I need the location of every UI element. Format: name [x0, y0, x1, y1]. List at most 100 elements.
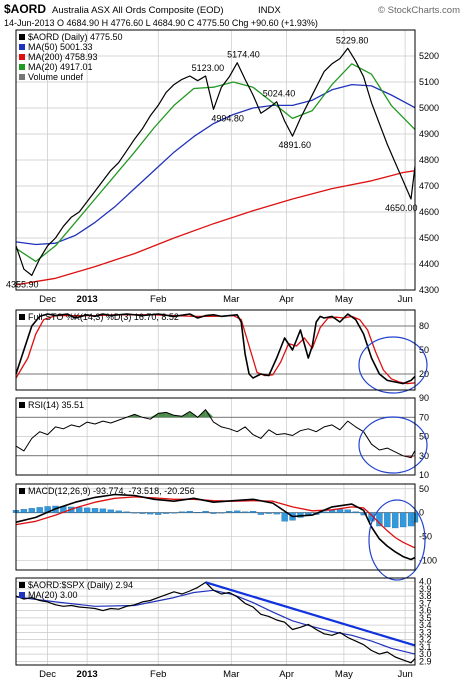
ratio-ma-line — [15, 589, 416, 655]
sto-ytick-label: 50 — [419, 345, 429, 355]
macd-histogram-bar — [115, 510, 122, 513]
ratio-ytick-label: 2.9 — [419, 656, 432, 666]
price-frame — [15, 29, 416, 291]
price-line — [15, 47, 416, 276]
price-annotation: 5123.00 — [192, 63, 225, 73]
x-axis-label: Feb — [150, 669, 166, 680]
sto-frame — [15, 309, 416, 391]
x-axis-label: Mar — [223, 294, 239, 305]
macd-legend-swatch-0 — [19, 488, 25, 494]
ratio-ytick-label: 3.1 — [419, 642, 432, 652]
sto-legend-swatch-0 — [19, 314, 25, 320]
macd-histogram-bar — [392, 512, 399, 529]
macd-histogram-bar — [273, 512, 280, 515]
price-ytick-label: 4900 — [419, 129, 439, 139]
price-ytick-label: 4500 — [419, 233, 439, 243]
ratio-legend-swatch-0 — [19, 582, 25, 588]
macd-histogram-bar — [131, 512, 138, 514]
x-axis-label: 2013 — [77, 669, 98, 680]
index-name: Australia ASX All Ords Composite (EOD) — [52, 5, 224, 16]
price-ytick-label: 4700 — [419, 181, 439, 191]
macd-histogram-bar — [234, 510, 241, 513]
macd-histogram-bar — [360, 512, 367, 516]
sto-ytick-label: 20 — [419, 369, 429, 379]
ratio-ytick-label: 4.0 — [419, 577, 432, 587]
x-axis-label: Apr — [279, 294, 294, 305]
price-annotation: 4355.90 — [6, 279, 39, 289]
watermark: © StockCharts.com — [378, 5, 460, 16]
price-ytick-label: 4300 — [419, 285, 439, 295]
macd-ytick-label: 0 — [419, 508, 424, 518]
price-ytick-label: 4400 — [419, 259, 439, 269]
rsi-ytick-label: 90 — [419, 393, 429, 403]
macd-histogram-bar — [20, 509, 28, 513]
macd-histogram-bar — [399, 512, 407, 528]
price-legend-swatch-4 — [19, 74, 25, 80]
macd-histogram-bar — [147, 512, 154, 515]
price-annotation: 5174.40 — [227, 50, 260, 60]
macd-histogram-bar — [139, 512, 146, 514]
macd-highlight-circle — [368, 499, 426, 581]
sto-highlight-circle — [358, 336, 428, 394]
rsi-ytick-label: 50 — [419, 432, 429, 442]
macd-legend-label-0: MACD(12,26,9) -93.774, -73.518, -20.256 — [28, 486, 195, 496]
sto-ytick-label: 80 — [419, 321, 429, 331]
x-axis-label: Feb — [150, 294, 166, 305]
ratio-ytick-label: 3.2 — [419, 635, 432, 645]
ratio-frame — [15, 577, 416, 666]
price-ytick-label: 4600 — [419, 207, 439, 217]
x-axis-label: Mar — [223, 669, 239, 680]
macd-histogram-bar — [210, 512, 217, 514]
sto-legend-label-0: Full STO %K(14,3) %D(3) 16.70, 8.52 — [28, 312, 179, 322]
price-legend-label-3: MA(20) 4917.01 — [28, 62, 93, 72]
macd-histogram-bar — [265, 512, 272, 514]
macd-line — [15, 493, 416, 561]
macd-histogram-bar — [194, 512, 201, 513]
symbol-title: $AORD — [4, 2, 46, 16]
macd-histogram-bar — [281, 512, 288, 522]
ratio-ytick-label: 3.7 — [419, 598, 432, 608]
x-axis-label: May — [335, 669, 353, 680]
price-legend-swatch-2 — [19, 54, 25, 60]
macd-histogram-bar — [123, 511, 130, 513]
x-axis-label: Dec — [39, 669, 56, 680]
price-annotation: 4994.80 — [211, 113, 244, 123]
macd-histogram-bar — [241, 511, 249, 513]
ma20-line — [15, 63, 416, 263]
stochastic-panel: 20 50 80 Full STO %K(14,3) %D(3) 16.70, 8.5… — [15, 309, 429, 394]
index-label: INDX — [258, 5, 281, 16]
macd-histogram-bar — [384, 512, 391, 528]
macd-ytick-label: -100 — [419, 555, 437, 565]
x-axis-label: Dec — [39, 294, 56, 305]
macd-histogram-bar — [249, 511, 257, 513]
ratio-ytick-label: 3.3 — [419, 627, 432, 637]
macd-histogram-bar — [162, 512, 170, 514]
price-panel: 4300 4400 4500 4600 4700 4800 4900 5000 5100 5200… — [6, 29, 439, 305]
macd-histogram-bar — [352, 511, 359, 513]
macd-histogram-bar — [36, 507, 43, 513]
ma50-line — [15, 83, 416, 246]
ratio-legend-label-1: MA(20) 3.00 — [28, 590, 78, 600]
sto-k-line — [15, 313, 416, 385]
rsi-ytick-label: 10 — [419, 470, 429, 480]
macd-histogram-bar — [186, 511, 193, 513]
price-legend-label-2: MA(200) 4758.93 — [28, 52, 98, 62]
sto-d-line — [15, 314, 416, 385]
ratio-legend-swatch-1 — [19, 592, 25, 598]
price-ytick-label: 4800 — [419, 155, 439, 165]
ratio-ytick-label: 3.6 — [419, 606, 432, 616]
ratio-ytick-label: 3.5 — [419, 613, 432, 623]
ratio-ytick-label: 3.4 — [419, 620, 432, 630]
ratio-panel: 2.93.03.13.23.33.43.53.63.73.83.94.0 $AOR… — [15, 577, 432, 680]
price-legend-swatch-3 — [19, 64, 25, 70]
ratio-legend-label-0: $AORD:$SPX (Daily) 2.94 — [28, 580, 133, 590]
ratio-trendline — [205, 581, 416, 647]
macd-histogram-bar — [344, 509, 351, 513]
rsi-frame — [15, 397, 416, 476]
x-axis-label: Jun — [397, 294, 412, 305]
rsi-overbought-fill — [150, 413, 159, 418]
macd-histogram-bar — [107, 509, 114, 513]
price-legend-label-0: $AORD (Daily) 4775.50 — [28, 32, 123, 42]
x-axis-label: Jun — [397, 669, 412, 680]
